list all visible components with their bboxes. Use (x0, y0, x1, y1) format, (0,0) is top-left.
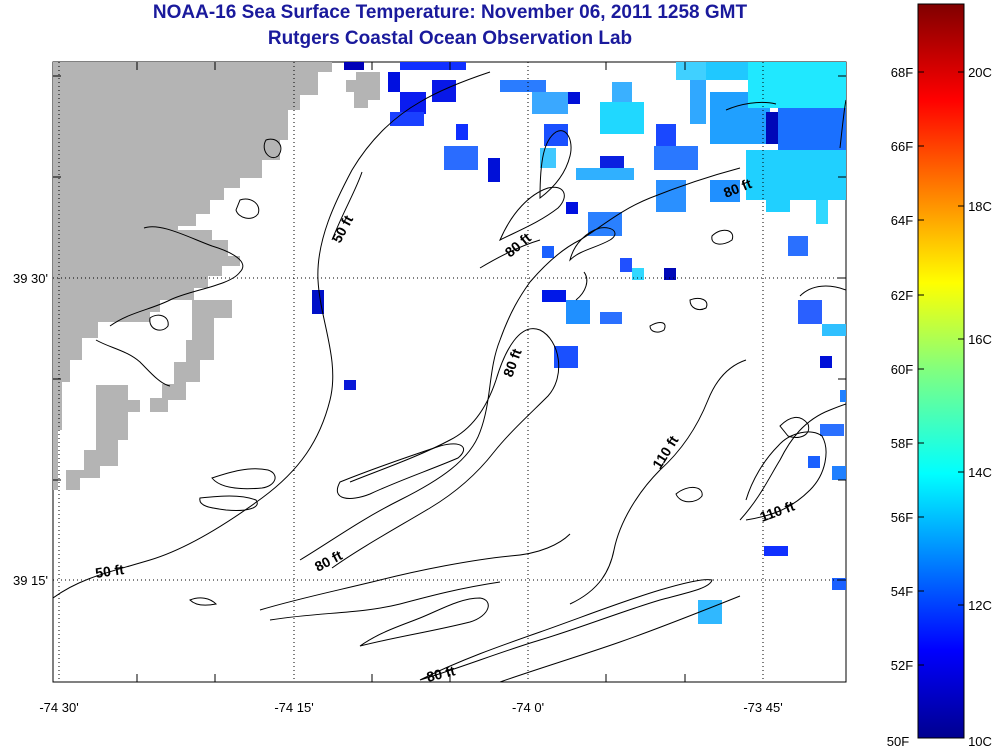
colorbar-f-label: 68F (891, 65, 913, 80)
colorbar-c-label: 16C (968, 332, 992, 347)
contour-label: 50 ft (94, 561, 125, 581)
colorbar-f-label: 56F (891, 510, 913, 525)
lon-tick-label: -73 45' (743, 700, 782, 715)
lon-tick-label: -74 15' (274, 700, 313, 715)
land-cape (66, 385, 140, 490)
colorbar-c-label: 10C (968, 734, 992, 749)
colorbar-f-label: 62F (891, 288, 913, 303)
colorbar-f-labels: 68F 66F 64F 62F 60F 58F 56F 54F 52F 50F (887, 65, 913, 749)
sst-pixels (312, 62, 846, 624)
colorbar-f-label: 54F (891, 584, 913, 599)
lat-tick-label: 39 30' (13, 271, 48, 286)
land-patch (346, 72, 380, 108)
grid-lines (53, 62, 846, 682)
colorbar-f-label: 66F (891, 139, 913, 154)
colorbar-f-label: 60F (891, 362, 913, 377)
colorbar-c-label: 20C (968, 65, 992, 80)
contour-label: 80 ft (425, 662, 457, 685)
colorbar-f-label: 58F (891, 436, 913, 451)
frame-ticks (53, 62, 846, 682)
colorbar (917, 3, 965, 739)
map-title: NOAA-16 Sea Surface Temperature: Novembe… (152, 2, 748, 23)
colorbar-f-label: 52F (891, 658, 913, 673)
colorbar-c-label: 18C (968, 199, 992, 214)
colorbar-c-label: 14C (968, 465, 992, 480)
lon-tick-label: -74 30' (39, 700, 78, 715)
land-new-jersey (53, 62, 332, 490)
colorbar-f-label: 50F (887, 734, 909, 749)
colorbar-ticks (918, 71, 964, 666)
colorbar-c-label: 12C (968, 598, 992, 613)
colorbar-f-label: 64F (891, 213, 913, 228)
bathymetry-contours (53, 71, 846, 682)
colorbar-c-labels: 20C 18C 16C 14C 12C 10C (968, 65, 992, 749)
lon-tick-label: -74 0' (512, 700, 544, 715)
map-subtitle: Rutgers Coastal Ocean Observation Lab (267, 28, 633, 49)
lat-tick-label: 39 15' (13, 573, 48, 588)
land-peninsula (150, 300, 232, 412)
